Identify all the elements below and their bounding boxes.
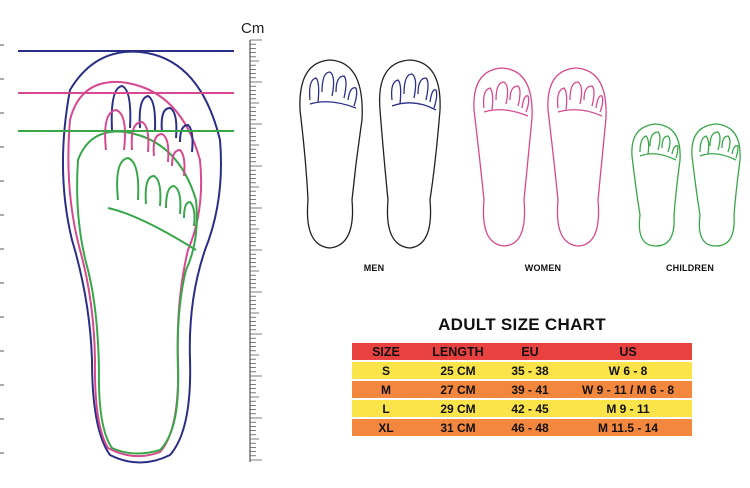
size-cell: XL xyxy=(352,419,420,436)
column-header-us: US xyxy=(564,343,692,360)
chart-title: ADULT SIZE CHART xyxy=(438,315,606,334)
length-cell: 27 CM xyxy=(420,381,496,398)
men-left-sole xyxy=(299,59,363,249)
men-foot-outline xyxy=(61,50,222,464)
size-cell: S xyxy=(352,362,420,379)
size-chart-table: SIZE LENGTH EU US S 25 CM 35 - 38 W 6 - … xyxy=(352,341,692,438)
left-edge-ticks xyxy=(0,44,4,454)
ruler-unit-label: Cm xyxy=(241,20,265,37)
table-row: L 29 CM 42 - 45 M 9 - 11 xyxy=(352,400,692,417)
women-label: WOMEN xyxy=(524,263,562,273)
table-header-row: SIZE LENGTH EU US xyxy=(352,343,692,360)
eu-cell: 35 - 38 xyxy=(496,362,564,379)
eu-cell: 42 - 45 xyxy=(496,400,564,417)
children-toes xyxy=(107,156,197,251)
size-cell: L xyxy=(352,400,420,417)
women-right-sole xyxy=(547,67,607,247)
us-cell: W 9 - 11 / M 6 - 8 xyxy=(564,381,692,398)
children-sole-pair xyxy=(631,123,741,247)
column-header-size: SIZE xyxy=(352,343,420,360)
us-cell: W 6 - 8 xyxy=(564,362,692,379)
men-toe-marks xyxy=(308,71,438,111)
men-sole-pair xyxy=(299,59,441,249)
us-cell: M 9 - 11 xyxy=(564,400,692,417)
men-toes xyxy=(110,84,194,153)
ruler xyxy=(249,39,262,462)
children-toe-marks xyxy=(639,131,739,161)
table-row: XL 31 CM 46 - 48 M 11.5 - 14 xyxy=(352,419,692,436)
length-cell: 29 CM xyxy=(420,400,496,417)
length-reference-lines xyxy=(18,50,234,132)
column-header-eu: EU xyxy=(496,343,564,360)
children-label: CHILDREN xyxy=(665,263,715,273)
women-toe-marks xyxy=(482,81,604,117)
women-toes xyxy=(104,108,186,177)
men-right-sole xyxy=(378,59,441,249)
table-row: M 27 CM 39 - 41 W 9 - 11 / M 6 - 8 xyxy=(352,381,692,398)
women-left-sole xyxy=(473,67,533,247)
children-left-sole xyxy=(631,123,681,247)
large-foot-outlines xyxy=(61,50,222,464)
men-label: MEN xyxy=(363,263,385,273)
size-cell: M xyxy=(352,381,420,398)
length-cell: 31 CM xyxy=(420,419,496,436)
eu-cell: 39 - 41 xyxy=(496,381,564,398)
column-header-length: LENGTH xyxy=(420,343,496,360)
table-row: S 25 CM 35 - 38 W 6 - 8 xyxy=(352,362,692,379)
eu-cell: 46 - 48 xyxy=(496,419,564,436)
length-cell: 25 CM xyxy=(420,362,496,379)
women-sole-pair xyxy=(473,67,607,247)
children-right-sole xyxy=(691,123,741,247)
us-cell: M 11.5 - 14 xyxy=(564,419,692,436)
